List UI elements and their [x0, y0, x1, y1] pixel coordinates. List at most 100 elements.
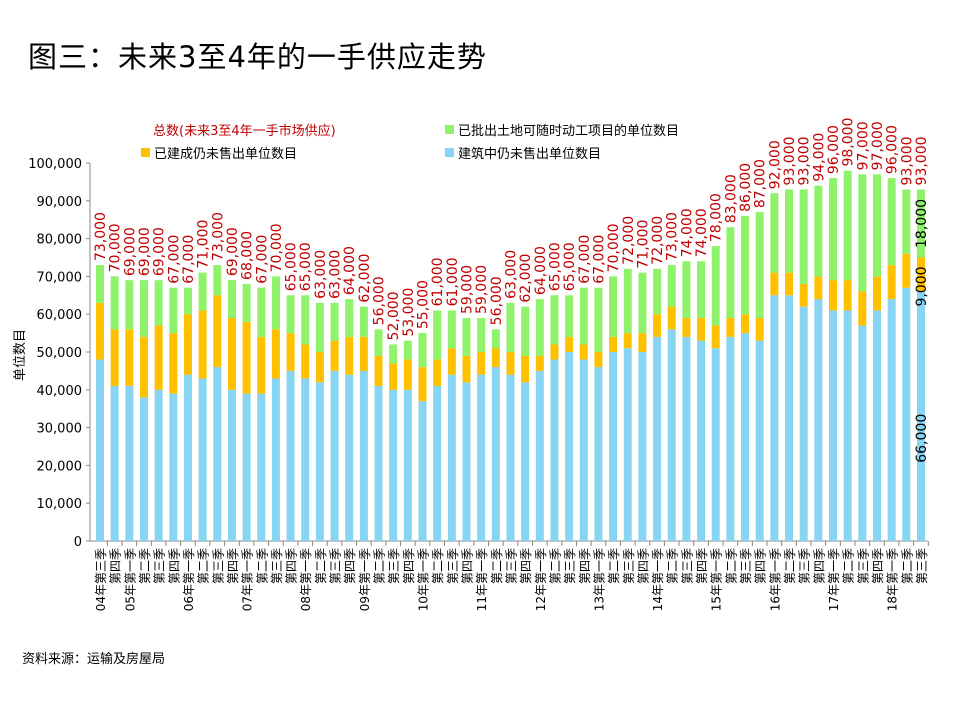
total-label: 72,000: [621, 216, 637, 265]
total-label: 97,000: [855, 121, 871, 170]
bar-approved_land: [227, 280, 236, 318]
bar-approved_land: [887, 178, 896, 266]
y-tick-label: 10,000: [37, 497, 83, 512]
x-tick-label: 16年第一季: [768, 548, 782, 611]
bar-completed_unsold: [726, 317, 735, 337]
bar-completed_unsold: [887, 265, 896, 300]
total-label: 69,000: [137, 227, 153, 276]
x-tick-label: 第三季: [739, 548, 753, 584]
bar-approved_land: [550, 295, 559, 345]
bar-approved_land: [843, 170, 852, 281]
bar-under_construction: [770, 295, 779, 541]
bar-completed_unsold: [609, 336, 618, 352]
bar-approved_land: [110, 276, 119, 330]
bar-approved_land: [447, 310, 456, 349]
x-tick-label: 06年第一季: [182, 548, 196, 611]
bar-completed_unsold: [711, 325, 720, 349]
total-label: 93,000: [899, 136, 915, 185]
bar-completed_unsold: [242, 321, 251, 394]
bar-approved_land: [154, 280, 163, 326]
bar-under_construction: [521, 382, 530, 541]
y-tick-label: 90,000: [37, 195, 83, 210]
bar-under_construction: [242, 393, 251, 541]
bar-approved_land: [814, 185, 823, 277]
bar-under_construction: [125, 386, 134, 541]
total-label: 53,000: [401, 288, 417, 337]
bar-under_construction: [741, 333, 750, 541]
x-tick-label: 第二季: [783, 548, 797, 584]
bar-under_construction: [755, 340, 764, 541]
bar-under_construction: [96, 359, 104, 541]
bar-approved_land: [579, 287, 588, 345]
bar-approved_land: [257, 287, 266, 337]
total-label: 67,000: [181, 235, 197, 284]
bar-approved_land: [594, 287, 603, 352]
bar-under_construction: [345, 374, 354, 541]
bar-approved_land: [242, 283, 251, 322]
bar-under_construction: [579, 359, 588, 541]
x-tick-label: 第四季: [695, 548, 709, 584]
bar-completed_unsold: [697, 317, 706, 341]
bar-completed_unsold: [916, 257, 925, 292]
bar-completed_unsold: [623, 333, 632, 349]
bar-completed_unsold: [315, 352, 324, 383]
total-label: 62,000: [357, 254, 373, 303]
total-label: 97,000: [870, 121, 886, 170]
x-tick-label: 13年第一季: [592, 548, 606, 611]
bar-completed_unsold: [257, 336, 266, 394]
legend-completed-unsold: 已建成仍未售出单位数目: [154, 146, 297, 162]
x-tick-label: 第三季: [387, 548, 401, 584]
total-label: 61,000: [430, 257, 446, 306]
bar-under_construction: [154, 389, 163, 541]
bar-completed_unsold: [198, 310, 207, 379]
bar-completed_unsold: [154, 325, 163, 390]
bar-approved_land: [785, 189, 794, 273]
bar-completed_unsold: [829, 280, 837, 311]
total-label: 69,000: [225, 227, 241, 276]
bar-under_construction: [726, 336, 735, 541]
bar-completed_unsold: [418, 367, 427, 402]
total-label: 65,000: [284, 242, 300, 291]
bar-under_construction: [858, 325, 867, 541]
bar-approved_land: [183, 287, 192, 315]
bar-completed_unsold: [565, 336, 574, 352]
bar-under_construction: [565, 352, 574, 541]
x-tick-label: 04年第三季: [94, 548, 108, 611]
bar-completed_unsold: [403, 359, 412, 390]
bar-under_construction: [110, 386, 119, 541]
bar-completed_unsold: [301, 344, 310, 379]
x-tick-label: 第三季: [270, 548, 284, 584]
total-label: 65,000: [298, 242, 314, 291]
bar-completed_unsold: [213, 295, 222, 368]
bar-completed_unsold: [755, 317, 764, 341]
bar-completed_unsold: [843, 280, 852, 311]
x-tick-label: 第二季: [138, 548, 152, 584]
segment-label-completed-unsold: 9,000: [914, 266, 930, 306]
bar-completed_unsold: [535, 355, 544, 371]
y-tick-label: 20,000: [37, 459, 83, 474]
bar-completed_unsold: [227, 317, 236, 390]
total-label: 65,000: [547, 242, 563, 291]
bar-approved_land: [770, 193, 779, 273]
bar-completed_unsold: [872, 276, 881, 311]
bar-approved_land: [359, 306, 368, 337]
total-label: 61,000: [445, 257, 461, 306]
bar-under_construction: [697, 340, 706, 541]
bar-completed_unsold: [169, 333, 178, 394]
y-tick-label: 40,000: [37, 384, 83, 399]
bar-under_construction: [711, 348, 720, 541]
bar-completed_unsold: [462, 355, 471, 383]
x-tick-label: 第三季: [622, 548, 636, 584]
bar-under_construction: [535, 370, 544, 541]
bar-approved_land: [755, 212, 764, 318]
bar-under_construction: [271, 378, 280, 541]
total-label: 86,000: [738, 163, 754, 212]
bar-under_construction: [374, 386, 383, 541]
bar-approved_land: [491, 329, 500, 349]
total-label: 67,000: [591, 235, 607, 284]
y-tick-label: 0: [74, 535, 82, 550]
bar-under_construction: [286, 370, 295, 541]
x-tick-label: 第三季: [446, 548, 460, 584]
total-label: 98,000: [841, 118, 857, 167]
bar-completed_unsold: [286, 333, 295, 371]
